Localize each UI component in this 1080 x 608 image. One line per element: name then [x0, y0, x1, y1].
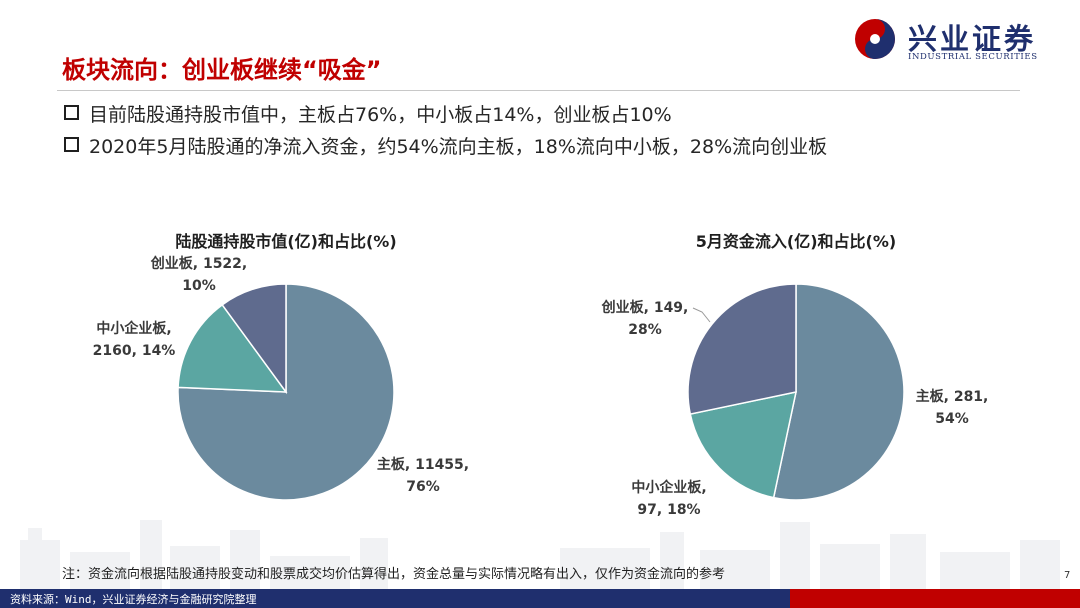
pie-1-label-zhongxiao: 中小企业板, 2160, 14% [93, 318, 176, 362]
label-line: 97, 18% [637, 502, 701, 518]
label-line: 中小企业板, [96, 321, 172, 337]
pie-2-slice-zhongxiao [689, 391, 797, 499]
pie-2-label-zhuban: 主板, 281, 54% [916, 386, 989, 430]
logo-name-cn: 兴业证券 [908, 22, 1037, 56]
label-line: 28% [628, 322, 662, 338]
chart-1-title: 陆股通持股市值(亿)和占比(%) [175, 232, 397, 251]
footer-bar-red [790, 589, 1080, 608]
footer-bar-blue [0, 589, 790, 608]
bullet-1: 目前陆股通持股市值中，主板占76%，中小板占14%，创业板占10% [64, 100, 672, 127]
label-line: 主板, 11455, [376, 457, 470, 473]
company-logo: 兴业证券 INDUSTRIAL SECURITIES [850, 14, 1070, 66]
label-line: 主板, 281, [915, 389, 989, 405]
pie-2-slice-chuangye [687, 283, 797, 415]
pie-2-label-zhongxiao: 中小企业板, 97, 18% [631, 477, 706, 521]
label-line: 2160, 14% [92, 343, 176, 359]
pie-1-label-zhuban: 主板, 11455, 76% [377, 454, 469, 498]
bullet-2: 2020年5月陆股通的净流入资金，约54%流向主板，18%流向中小板，28%流向… [64, 132, 827, 159]
label-line: 76% [406, 479, 440, 495]
pie-2-label-chuangye: 创业板, 149, 28% [602, 297, 689, 341]
pie-1-slice-zhongxiao [177, 303, 288, 393]
title-divider [57, 90, 1020, 91]
pie-1-label-chuangye: 创业板, 1522, 10% [151, 253, 247, 297]
bullet-2-text: 2020年5月陆股通的净流入资金，约54%流向主板，18%流向中小板，28%流向… [89, 136, 828, 158]
page-number: 7 [1064, 570, 1071, 581]
chart-2-title: 5月资金流入(亿)和占比(%) [695, 232, 897, 251]
label-line: 中小企业板, [631, 480, 707, 496]
label-leader-line [692, 307, 711, 323]
footnote: 注：资金流向根据陆股通持股变动和股票成交均价估算得出，资金总量与实际情况略有出入… [62, 567, 726, 582]
pie-chart-holdings [177, 283, 395, 501]
logo-mark-icon [855, 19, 895, 59]
pie-chart-inflow [687, 283, 905, 501]
page-title: 板块流向：创业板继续“吸金” [62, 56, 382, 84]
checkbox-bullet-icon [64, 105, 79, 120]
pie-1-slice-chuangye [221, 283, 287, 395]
label-line: 10% [182, 278, 216, 294]
logo-name-en: INDUSTRIAL SECURITIES [908, 52, 1038, 62]
label-line: 创业板, 1522, [150, 256, 248, 272]
pie-2-slice-zhuban [772, 283, 905, 501]
checkbox-bullet-icon [64, 137, 79, 152]
bullet-1-text: 目前陆股通持股市值中，主板占76%，中小板占14%，创业板占10% [89, 104, 672, 126]
footer-source: 资料来源：Wind，兴业证券经济与金融研究院整理 [10, 593, 257, 606]
label-line: 54% [935, 411, 969, 427]
label-line: 创业板, 149, [601, 300, 689, 316]
